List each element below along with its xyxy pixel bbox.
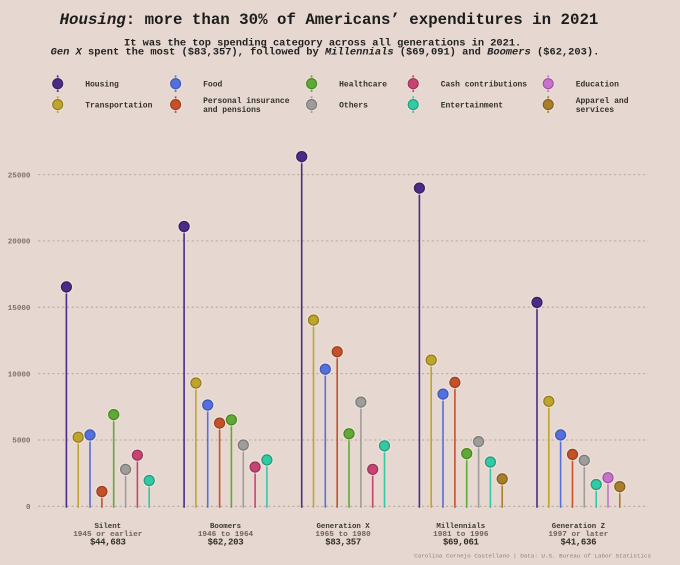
svg-text:1945 or earlier: 1945 or earlier bbox=[73, 531, 143, 539]
svg-text:Food: Food bbox=[203, 81, 222, 90]
svg-text:$62,203: $62,203 bbox=[208, 537, 244, 547]
svg-text:Others: Others bbox=[339, 102, 368, 111]
svg-text:5000: 5000 bbox=[12, 438, 31, 446]
svg-text:25000: 25000 bbox=[8, 172, 31, 180]
svg-text:$44,683: $44,683 bbox=[90, 537, 126, 547]
svg-text:$41,636: $41,636 bbox=[561, 537, 597, 547]
svg-text:1946 to 1964: 1946 to 1964 bbox=[198, 531, 254, 539]
svg-text:1981 to 1996: 1981 to 1996 bbox=[433, 531, 489, 539]
svg-text:15000: 15000 bbox=[8, 305, 31, 313]
svg-text:10000: 10000 bbox=[8, 371, 31, 379]
svg-text:and pensions: and pensions bbox=[203, 106, 261, 115]
svg-text:$69,061: $69,061 bbox=[443, 537, 480, 547]
svg-text:Housing: more than 30% of Amer: Housing: more than 30% of Americans’ exp… bbox=[60, 11, 599, 29]
svg-text:Generation X: Generation X bbox=[316, 523, 370, 531]
svg-text:1997 or later: 1997 or later bbox=[548, 531, 608, 539]
svg-text:Education: Education bbox=[576, 81, 619, 90]
svg-text:services: services bbox=[576, 106, 615, 115]
svg-text:Housing: Housing bbox=[85, 81, 119, 90]
svg-text:Gen X spent the most ($83,357): Gen X spent the most ($83,357), followed… bbox=[51, 47, 600, 59]
svg-text:Entertainment: Entertainment bbox=[441, 102, 504, 111]
svg-text:Boomers: Boomers bbox=[210, 523, 241, 531]
svg-text:Silent: Silent bbox=[94, 523, 121, 531]
svg-text:20000: 20000 bbox=[8, 239, 31, 247]
svg-text:$83,357: $83,357 bbox=[325, 537, 361, 547]
svg-text:Healthcare: Healthcare bbox=[339, 81, 387, 90]
svg-text:Millennials: Millennials bbox=[436, 523, 485, 531]
svg-text:Apparel and: Apparel and bbox=[576, 97, 629, 106]
svg-text:Cash contributions: Cash contributions bbox=[441, 81, 528, 90]
svg-text:Generation Z: Generation Z bbox=[552, 523, 606, 531]
svg-text:1965 to 1980: 1965 to 1980 bbox=[315, 531, 371, 539]
svg-text:Transportation: Transportation bbox=[85, 102, 152, 111]
svg-text:Carolina Cornejo Castellano |: Carolina Cornejo Castellano | Data: U.S.… bbox=[414, 553, 651, 560]
svg-text:0: 0 bbox=[26, 504, 31, 512]
svg-text:Personal insurance: Personal insurance bbox=[203, 97, 290, 106]
svg-text:It was the top spending catego: It was the top spending category across … bbox=[124, 37, 521, 49]
